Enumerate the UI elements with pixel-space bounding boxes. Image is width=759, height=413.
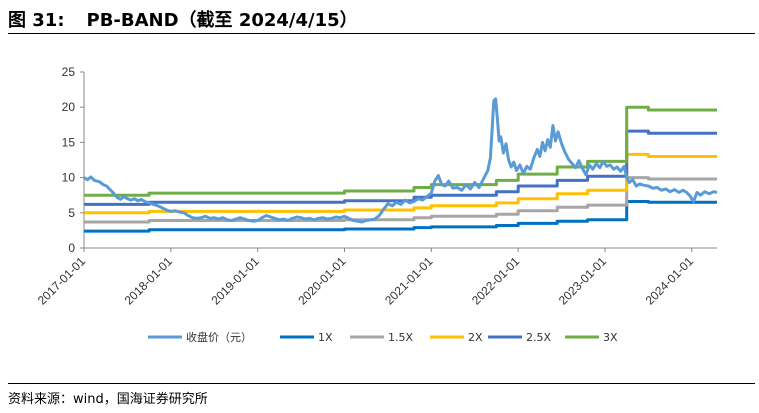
legend-label-1.5X: 1.5X [388,331,413,344]
x-tick-label: 2023-01-01 [556,254,610,308]
y-tick-label: 0 [68,241,75,255]
top-rule [8,33,755,34]
series-line-收盘价（元） [83,97,718,224]
figure-title: PB-BAND（截至 2024/4/15） [86,10,358,31]
y-tick-label: 10 [62,171,76,185]
legend-label-收盘价（元）: 收盘价（元） [186,330,252,344]
x-tick-label: 2021-01-01 [382,254,436,308]
x-tick-label: 2018-01-01 [122,254,176,308]
source-note: 资料来源：wind，国海证券研究所 [8,392,208,407]
series-line-1X [84,200,717,233]
chart-title: 图 31: PB-BAND（截至 2024/4/15） [8,6,358,32]
legend-label-3X: 3X [603,331,618,344]
figure-label: 图 31: [8,10,65,31]
legend-label-2.5X: 2.5X [526,331,551,344]
x-tick-label: 2017-01-01 [35,254,89,308]
y-tick-label: 5 [68,206,75,220]
legend-label-2X: 2X [468,331,483,344]
y-tick-label: 20 [62,100,76,114]
y-tick-label: 15 [62,135,76,149]
series-line-3X [84,105,717,197]
x-tick-label: 2020-01-01 [295,254,349,308]
legend-label-1X: 1X [318,331,333,344]
bottom-rule [8,383,755,384]
x-tick-label: 2019-01-01 [208,254,262,308]
x-tick-label: 2024-01-01 [643,254,697,308]
y-tick-label: 25 [62,65,76,79]
x-tick-label: 2022-01-01 [469,254,523,308]
